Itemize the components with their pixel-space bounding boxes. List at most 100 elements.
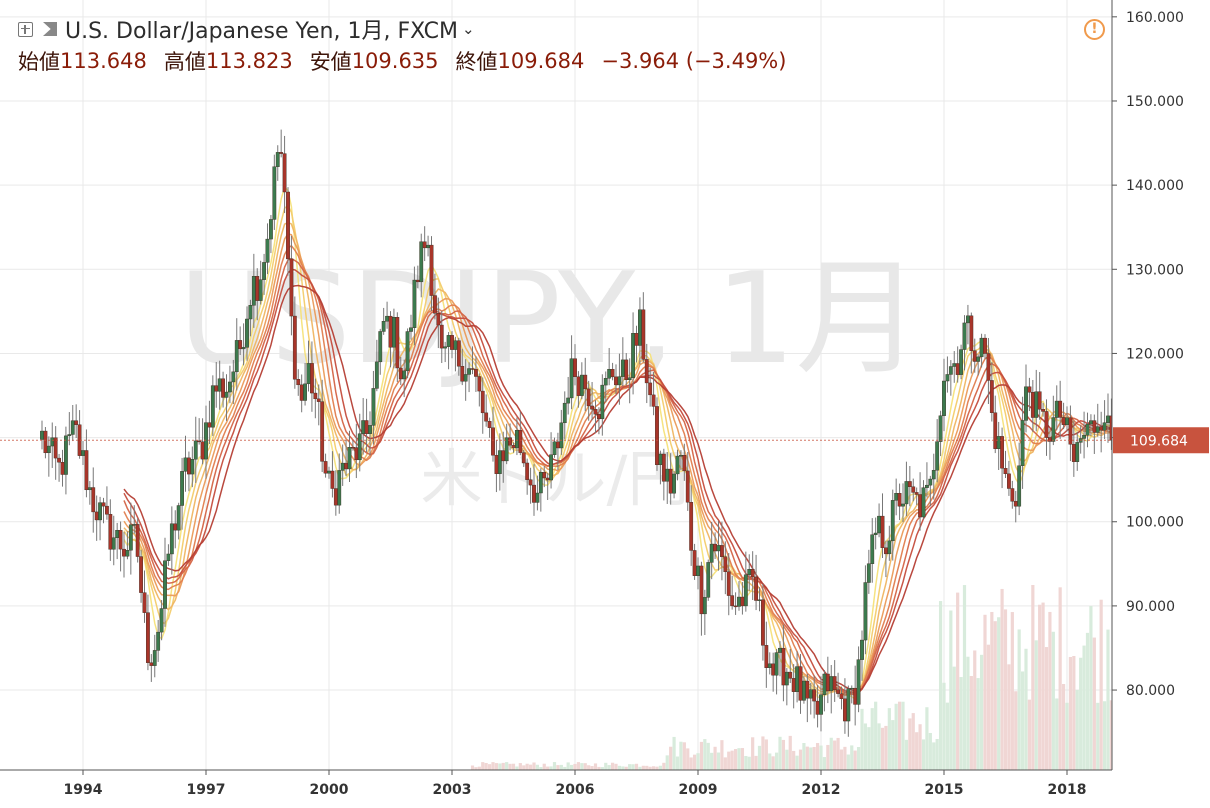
volume-bar xyxy=(655,766,659,770)
chevron-down-icon[interactable]: ⌄ xyxy=(461,20,475,38)
candle-body xyxy=(778,647,782,653)
candle-body xyxy=(303,383,307,401)
price-axis-panel xyxy=(1112,0,1210,804)
volume-bar xyxy=(1058,587,1062,770)
candle-body xyxy=(962,322,967,350)
candle-body xyxy=(504,437,509,462)
candle-body xyxy=(146,612,150,663)
candle-body xyxy=(337,470,342,506)
volume-bar xyxy=(949,610,953,770)
candle-body xyxy=(716,545,721,552)
candle-body xyxy=(1068,417,1073,445)
candle-body xyxy=(197,440,202,443)
legend-header: U.S. Dollar/Japanese Yen, 1月, FXCM ⌄ 始値 1… xyxy=(18,14,786,76)
candle-body xyxy=(152,650,157,666)
candle-body xyxy=(487,421,492,428)
volume-bar xyxy=(884,725,888,770)
candle-body xyxy=(689,502,694,551)
volume-bar xyxy=(648,766,652,770)
volume-bar xyxy=(494,763,499,770)
candle-body xyxy=(91,487,96,513)
volume-bar xyxy=(645,765,649,770)
volume-bar xyxy=(621,766,625,770)
candle-body xyxy=(542,472,547,479)
candle-body xyxy=(67,434,72,437)
volume-bar xyxy=(699,741,704,770)
candle-body xyxy=(726,571,731,596)
candle-body xyxy=(1024,386,1028,421)
volume-bar xyxy=(617,765,622,770)
volume-bar xyxy=(894,703,898,770)
candle-body xyxy=(928,478,933,486)
candle-body xyxy=(825,673,830,692)
volume-bar xyxy=(829,737,833,770)
candle-body xyxy=(1071,444,1076,462)
candle-body xyxy=(1089,420,1093,425)
change-value: −3.964 (−3.49%) xyxy=(601,49,787,73)
volume-bar xyxy=(1031,585,1035,770)
volume-bar xyxy=(522,765,526,770)
volume-bar xyxy=(593,763,598,770)
volume-bar xyxy=(528,764,533,770)
volume-bar xyxy=(508,763,512,770)
candle-body xyxy=(573,358,577,378)
candle-body xyxy=(207,422,212,428)
candle-body xyxy=(409,327,413,332)
candle-body xyxy=(986,353,991,381)
candle-body xyxy=(525,462,530,480)
candle-body xyxy=(1058,400,1063,418)
candle-body xyxy=(299,384,304,401)
candle-body xyxy=(860,639,864,660)
symbol-title[interactable]: U.S. Dollar/Japanese Yen, 1月, FXCM xyxy=(65,19,458,44)
candle-body xyxy=(180,471,184,506)
candle-body xyxy=(480,390,485,414)
volume-bar xyxy=(610,762,615,770)
ma-line xyxy=(123,257,1112,695)
candle-body xyxy=(600,384,605,420)
candle-body xyxy=(948,366,953,375)
volume-bar xyxy=(631,764,635,770)
volume-bar xyxy=(1096,702,1100,770)
volume-bar xyxy=(1102,701,1107,770)
candle-body xyxy=(497,450,502,474)
plus-square-icon[interactable] xyxy=(18,21,33,37)
flag-icon[interactable] xyxy=(43,22,57,36)
time-tick-label: 2009 xyxy=(679,782,718,798)
candle-body xyxy=(1030,392,1035,418)
candle-body xyxy=(1034,391,1039,418)
candle-body xyxy=(634,333,639,346)
candle-body xyxy=(433,295,437,314)
candle-body xyxy=(1007,473,1011,489)
volume-bar xyxy=(997,617,1001,770)
candle-body xyxy=(1102,422,1107,431)
candle-body xyxy=(897,493,902,507)
candle-body xyxy=(327,470,331,474)
price-tick-label: 140.000 xyxy=(1126,178,1184,194)
candle-body xyxy=(87,487,92,491)
last-price-label: 109.684 xyxy=(1130,433,1188,449)
candle-body xyxy=(248,305,253,320)
volume-bar xyxy=(1061,684,1066,770)
last-price-tag[interactable] xyxy=(1113,427,1209,454)
candle-body xyxy=(53,437,58,459)
volume-bar xyxy=(880,727,885,770)
candle-body xyxy=(118,530,123,550)
volume-bar xyxy=(788,735,792,770)
candle-body xyxy=(149,662,154,666)
volume-bar xyxy=(761,736,765,770)
candle-body xyxy=(843,698,847,722)
candle-body xyxy=(907,481,912,487)
volume-bar xyxy=(1051,631,1055,770)
warning-icon[interactable]: ! xyxy=(1084,19,1105,40)
candle-body xyxy=(638,309,642,346)
candle-body xyxy=(1010,488,1015,502)
candle-body xyxy=(562,402,567,424)
candle-body xyxy=(696,565,700,576)
candle-body xyxy=(983,337,987,354)
volume-bar xyxy=(863,723,868,770)
volume-bar xyxy=(921,739,926,770)
candle-body xyxy=(989,380,994,413)
volume-bar xyxy=(532,762,536,770)
